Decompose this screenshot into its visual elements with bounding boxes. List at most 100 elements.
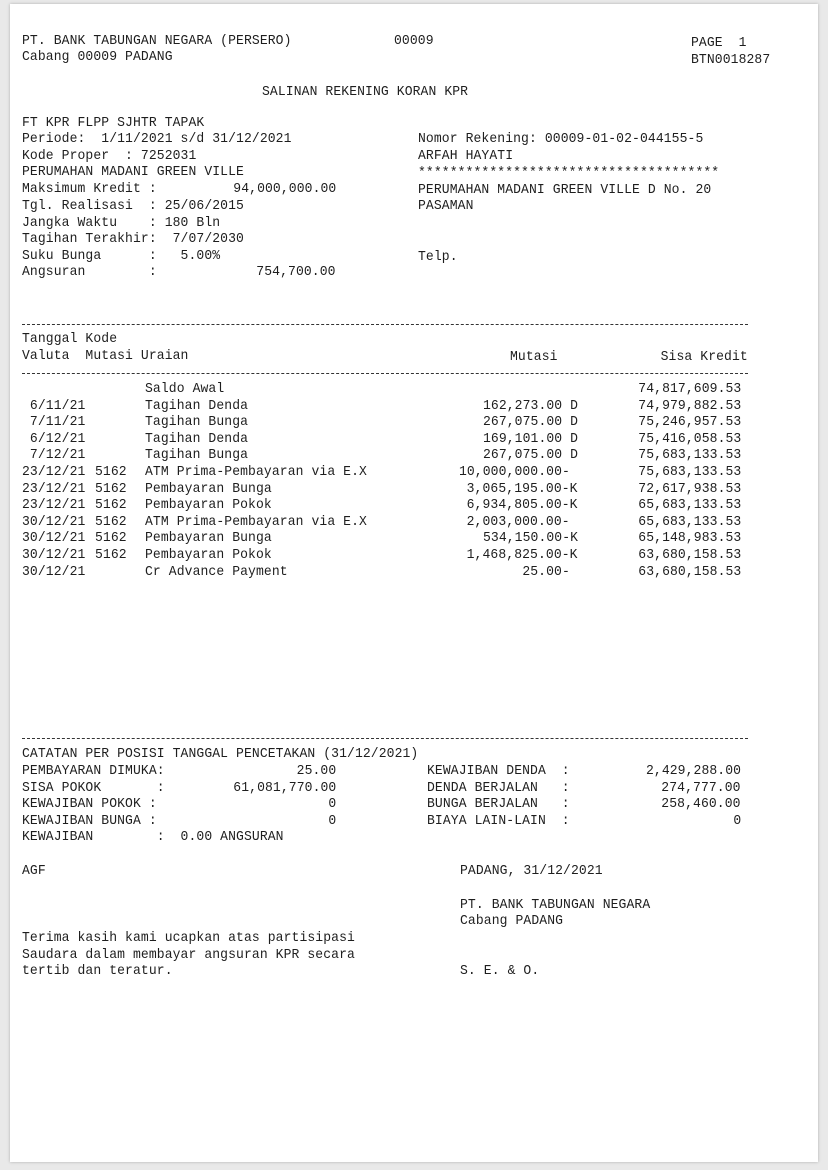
row-date: 30/12/21 bbox=[22, 564, 86, 580]
doc-code: BTN0018287 bbox=[691, 53, 771, 68]
row-uraian: Tagihan Bunga bbox=[145, 448, 249, 464]
summary-label: BIAYA LAIN-LAIN : bbox=[427, 813, 570, 829]
row-mutasi: 3,065,195.00-K bbox=[467, 481, 578, 497]
table-header-line-1: Tanggal Kode bbox=[22, 332, 118, 347]
row-uraian: Pembayaran Pokok bbox=[145, 548, 272, 563]
row-mutasi: 2,003,000.00- bbox=[467, 514, 578, 530]
summary-value: 0 bbox=[328, 797, 336, 813]
summary-label: BUNGA BERJALAN : bbox=[427, 797, 570, 813]
place-date: PADANG, 31/12/2021 bbox=[460, 864, 603, 879]
summary-value: 258,460.00 bbox=[661, 797, 741, 813]
row-date: 6/11/21 bbox=[22, 398, 86, 414]
summary-label: PEMBAYARAN DIMUKA: bbox=[22, 764, 165, 779]
row-date: 30/12/21 bbox=[22, 548, 86, 563]
bank-name: PT. BANK TABUNGAN NEGARA (PERSERO) bbox=[22, 34, 292, 49]
row-sisa-kredit: 65,683,133.53 bbox=[637, 498, 741, 514]
row-kode: 5162 bbox=[95, 498, 127, 514]
product: FT KPR FLPP SJHTR TAPAK bbox=[22, 116, 205, 131]
account-holder: ARFAH HAYATI bbox=[418, 149, 514, 164]
summary-label: KEWAJIBAN DENDA : bbox=[427, 764, 570, 779]
row-date: 7/12/21 bbox=[22, 448, 86, 464]
summary-value: 61,081,770.00 bbox=[232, 780, 336, 796]
divider bbox=[22, 324, 748, 325]
row-uraian: Tagihan Denda bbox=[145, 431, 249, 447]
summary-value: 25.00 bbox=[296, 764, 336, 779]
row-uraian: ATM Prima-Pembayaran via E.X bbox=[145, 514, 367, 530]
jangka-waktu: Jangka Waktu : 180 Bln bbox=[22, 216, 221, 231]
table-row: 23/12/21 5162 ATM Prima-Pembayaran via E.X… bbox=[0, 465, 828, 482]
thanks-line-3: tertib dan teratur. bbox=[22, 964, 173, 979]
signer-line-1: PT. BANK TABUNGAN NEGARA bbox=[460, 898, 651, 913]
row-mutasi: 10,000,000.00- bbox=[459, 465, 578, 480]
page-title: SALINAN REKENING KORAN KPR bbox=[262, 85, 469, 100]
branch-name: Cabang 00009 PADANG bbox=[22, 50, 173, 65]
row-uraian: Tagihan Bunga bbox=[145, 415, 249, 431]
row-date: 6/12/21 bbox=[22, 431, 86, 447]
project: PERUMAHAN MADANI GREEN VILLE bbox=[22, 165, 244, 180]
summary-value: 0 bbox=[733, 813, 741, 829]
row-kode: 5162 bbox=[95, 465, 127, 480]
table-row: 30/12/21 Cr Advance Payment 25.00- 63,680,… bbox=[0, 565, 828, 582]
table-header-line-2: Valuta Mutasi Uraian bbox=[22, 349, 189, 364]
summary-label: DENDA BERJALAN : bbox=[427, 780, 570, 796]
row-mutasi: 162,273.00 D bbox=[482, 398, 578, 414]
page-number: PAGE 1 bbox=[691, 36, 747, 51]
row-uraian: Pembayaran Pokok bbox=[145, 498, 272, 514]
table-row: Saldo Awal 74,817,609.53 bbox=[0, 382, 828, 399]
table-row: 23/12/21 5162 Pembayaran Bunga 3,065,195.00… bbox=[0, 482, 828, 499]
row-kode: 5162 bbox=[95, 531, 127, 547]
maks-kredit-label: Maksimum Kredit : bbox=[22, 182, 157, 197]
row-mutasi: 1,468,825.00-K bbox=[467, 548, 578, 563]
kode-proper: Kode Proper : 7252031 bbox=[22, 149, 197, 164]
row-date: 23/12/21 bbox=[22, 498, 86, 514]
summary-label: SISA POKOK : bbox=[22, 780, 165, 796]
periode: Periode: 1/11/2021 s/d 31/12/2021 bbox=[22, 132, 292, 147]
divider bbox=[22, 738, 748, 739]
col-mutasi: Mutasi bbox=[510, 350, 558, 365]
table-row: 6/12/21 Tagihan Denda 169,101.00 D 75,416,0… bbox=[0, 432, 828, 449]
row-kode: 5162 bbox=[95, 514, 127, 530]
row-sisa-kredit: 65,148,983.53 bbox=[637, 531, 741, 547]
angsuran-label: Angsuran : bbox=[22, 265, 157, 280]
table-row: 30/12/21 5162 Pembayaran Bunga 534,150.00-K… bbox=[0, 531, 828, 548]
row-sisa-kredit: 63,680,158.53 bbox=[637, 564, 741, 580]
summary-value: 274,777.00 bbox=[661, 780, 741, 796]
summary-value: 0 bbox=[328, 813, 336, 829]
angsuran-value: 754,700.00 bbox=[256, 265, 336, 280]
row-sisa-kredit: 75,246,957.53 bbox=[637, 415, 741, 431]
row-sisa-kredit: 75,416,058.53 bbox=[637, 431, 741, 447]
stars-line: ************************************** bbox=[418, 166, 720, 181]
telp: Telp. bbox=[418, 250, 458, 265]
row-mutasi: 534,150.00-K bbox=[482, 531, 578, 547]
col-sisa-kredit: Sisa Kredit bbox=[660, 350, 748, 365]
seo-note: S. E. & O. bbox=[460, 964, 540, 979]
row-mutasi: 25.00- bbox=[522, 564, 578, 580]
table-row: 6/11/21 Tagihan Denda 162,273.00 D 74,979,8… bbox=[0, 399, 828, 416]
tagihan-terakhir: Tagihan Terakhir: 7/07/2030 bbox=[22, 232, 244, 247]
row-date: 7/11/21 bbox=[22, 415, 86, 431]
tgl-realisasi: Tgl. Realisasi : 25/06/2015 bbox=[22, 199, 244, 214]
table-row: 30/12/21 5162 Pembayaran Pokok 1,468,825.00… bbox=[0, 548, 828, 565]
table-row: 7/11/21 Tagihan Bunga 267,075.00 D 75,246,9… bbox=[0, 415, 828, 432]
row-uraian: Cr Advance Payment bbox=[145, 564, 288, 580]
row-uraian: ATM Prima-Pembayaran via E.X bbox=[145, 465, 367, 480]
row-uraian: Saldo Awal bbox=[145, 382, 225, 397]
row-sisa-kredit: 74,979,882.53 bbox=[637, 398, 741, 414]
operator: AGF bbox=[22, 864, 46, 879]
row-mutasi: 6,934,805.00-K bbox=[467, 498, 578, 514]
row-uraian: Pembayaran Bunga bbox=[145, 531, 272, 547]
nomor-rekening: Nomor Rekening: 00009-01-02-044155-5 bbox=[418, 132, 704, 147]
summary-label: KEWAJIBAN POKOK : bbox=[22, 797, 157, 813]
row-sisa-kredit: 75,683,133.53 bbox=[637, 448, 741, 464]
address-line-2: PASAMAN bbox=[418, 199, 474, 214]
row-kode: 5162 bbox=[95, 548, 127, 563]
document-page bbox=[10, 4, 818, 1162]
row-uraian: Pembayaran Bunga bbox=[145, 481, 272, 497]
branch-code: 00009 bbox=[394, 34, 434, 49]
row-date: 23/12/21 bbox=[22, 481, 86, 497]
row-sisa-kredit: 75,683,133.53 bbox=[637, 465, 741, 480]
table-row: 23/12/21 5162 Pembayaran Pokok 6,934,805.00… bbox=[0, 498, 828, 515]
suku-bunga: Suku Bunga : 5.00% bbox=[22, 249, 221, 264]
table-row: 7/12/21 Tagihan Bunga 267,075.00 D 75,683,1… bbox=[0, 448, 828, 465]
